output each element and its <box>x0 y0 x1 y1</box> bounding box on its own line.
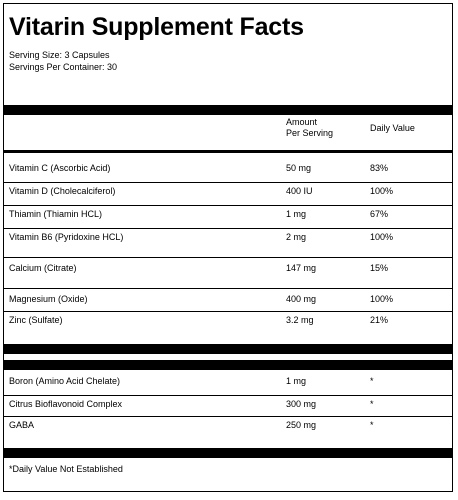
daily-value: * <box>370 376 374 386</box>
ingredient-name: Thiamin (Thiamin HCL) <box>9 209 103 219</box>
ingredient-name: Zinc (Sulfate) <box>9 315 63 325</box>
row-divider <box>4 228 452 229</box>
footnote: *Daily Value Not Established <box>9 464 123 474</box>
daily-value-header: Daily Value <box>370 123 415 133</box>
amount-per-serving: 400 IU <box>286 186 313 196</box>
ingredient-name: Magnesium (Oxide) <box>9 294 88 304</box>
daily-value: 100% <box>370 294 394 304</box>
amount-per-serving: 3.2 mg <box>286 315 314 325</box>
amount-per-serving: 2 mg <box>286 232 307 242</box>
ingredient-name: GABA <box>9 420 35 430</box>
ingredient-name: Boron (Amino Acid Chelate) <box>9 376 121 386</box>
amount-per-serving: 300 mg <box>286 399 317 409</box>
thick-divider-top <box>4 105 452 115</box>
row-divider <box>4 311 452 312</box>
supplement-facts-panel: Vitarin Supplement Facts Serving Size: 3… <box>3 3 453 492</box>
row-divider <box>4 205 452 206</box>
ingredient-name: Citrus Bioflavonoid Complex <box>9 399 123 409</box>
daily-value: 100% <box>370 186 394 196</box>
daily-value: * <box>370 420 374 430</box>
header-divider <box>4 150 452 153</box>
amount-per-serving: 250 mg <box>286 420 317 430</box>
amount-per-serving: 147 mg <box>286 263 317 273</box>
amount-per-serving: 400 mg <box>286 294 317 304</box>
thick-divider-middle-1 <box>4 344 452 354</box>
row-divider <box>4 182 452 183</box>
servings-per-container: Servings Per Container: 30 <box>9 62 118 72</box>
amount-per-serving: 50 mg <box>286 163 312 173</box>
row-divider <box>4 395 452 396</box>
row-divider <box>4 257 452 258</box>
thick-divider-bottom <box>4 448 452 458</box>
ingredient-name: Vitamin D (Cholecalciferol) <box>9 186 116 196</box>
serving-size: Serving Size: 3 Capsules <box>9 50 110 60</box>
daily-value: 83% <box>370 163 389 173</box>
daily-value: 21% <box>370 315 389 325</box>
daily-value: * <box>370 399 374 409</box>
panel-title: Vitarin Supplement Facts <box>9 13 304 41</box>
amount-per-serving: 1 mg <box>286 209 307 219</box>
ingredient-name: Vitamin C (Ascorbic Acid) <box>9 163 111 173</box>
amount-per-serving: 1 mg <box>286 376 307 386</box>
row-divider <box>4 416 452 417</box>
thick-divider-middle-2 <box>4 360 452 370</box>
daily-value: 100% <box>370 232 394 242</box>
amount-header-line1: Amount <box>286 117 318 127</box>
ingredient-name: Calcium (Citrate) <box>9 263 77 273</box>
row-divider <box>4 288 452 289</box>
amount-header: Amount Per Serving <box>286 117 333 139</box>
ingredient-name: Vitamin B6 (Pyridoxine HCL) <box>9 232 124 242</box>
daily-value: 67% <box>370 209 389 219</box>
amount-header-line2: Per Serving <box>286 128 334 138</box>
daily-value: 15% <box>370 263 389 273</box>
